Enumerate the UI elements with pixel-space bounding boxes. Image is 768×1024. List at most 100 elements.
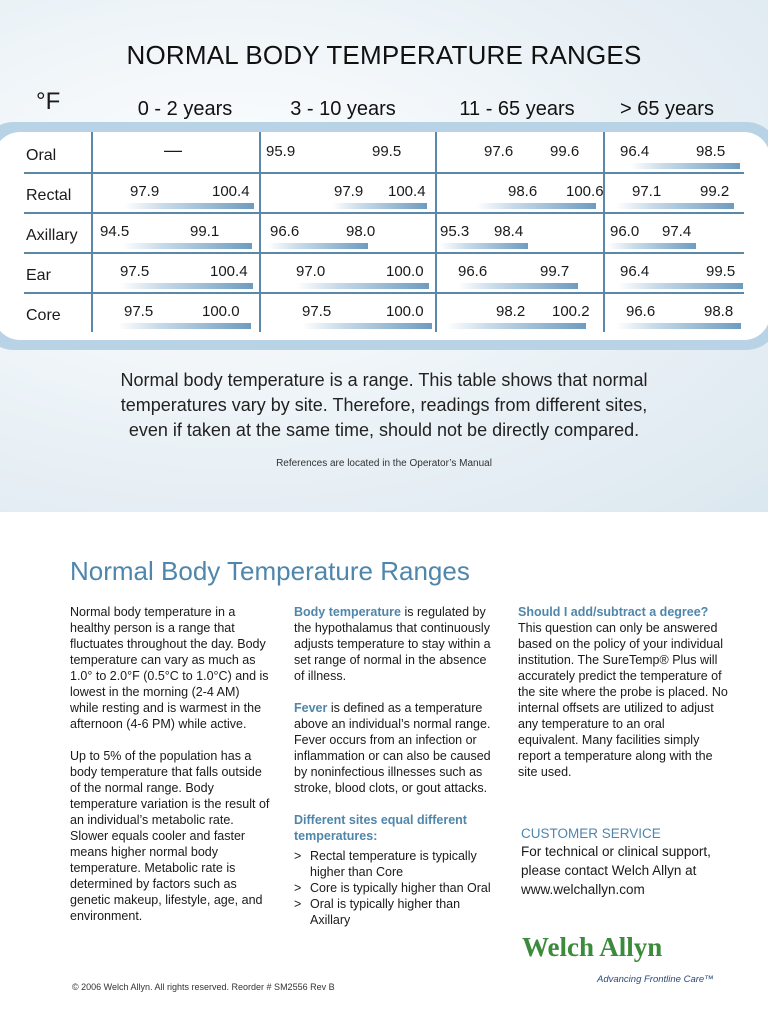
temperature-cell: 97.9 100.4 (262, 172, 433, 212)
customer-service-line: For technical or clinical support, (521, 844, 711, 859)
range-high: 100.2 (552, 303, 590, 320)
range-high: 100.4 (212, 183, 250, 200)
temperature-cell: 94.5 99.1 (94, 212, 257, 252)
range-low: 97.9 (130, 183, 160, 200)
row-label-core: Core (26, 307, 61, 324)
section-title: Normal Body Temperature Ranges (70, 556, 470, 586)
term-fever: Fever (294, 701, 328, 715)
temperature-cell: 97.1 99.2 (606, 172, 746, 212)
temperature-cell: 95.3 98.4 (438, 212, 601, 252)
range-high: 99.5 (706, 263, 736, 280)
list-item: > Rectal temperature is typically higher … (294, 849, 477, 879)
range-bar (332, 203, 427, 209)
range-bar (618, 283, 743, 289)
temperature-cell: 96.6 98.0 (262, 212, 433, 252)
age-group-0-2: 0 - 2 years (137, 98, 233, 120)
faq-answer: This question can only be answered based… (518, 621, 728, 779)
customer-service-heading: CUSTOMER SERVICE (521, 826, 661, 841)
table-grid: Oral — 95.9 99.5 97.6 99.6 96.4 98.5 Rectal 97.9 1… (0, 132, 768, 340)
temperature-cell: 97.0 100.0 (262, 252, 433, 292)
range-bar (446, 323, 586, 329)
temperature-cell: 95.9 99.5 (262, 132, 433, 172)
range-low: 97.9 (334, 183, 364, 200)
faq-heading: Should I add/subtract a degree? (518, 605, 709, 619)
range-high: 100.6 (566, 183, 604, 200)
column-faq: Should I add/subtract a degree? This que… (518, 604, 728, 780)
note-line: Normal body temperature is a range. This… (120, 370, 648, 390)
range-high: 100.4 (210, 263, 248, 280)
range-high: 100.0 (386, 263, 424, 280)
temperature-cell: 96.6 98.8 (606, 292, 746, 332)
list-item: > Oral is typically higher than Axillary (294, 897, 461, 927)
row-label-axillary: Axillary (26, 227, 78, 244)
column-overview: Normal body temperature in a healthy per… (70, 604, 270, 940)
tagline: Advancing Frontline Care™ (597, 974, 714, 985)
fever-paragraph: Fever is defined as a temperature above … (294, 701, 491, 795)
range-high: 99.1 (190, 223, 220, 240)
range-high: 97.4 (662, 223, 692, 240)
range-low: 96.4 (620, 263, 650, 280)
age-group-11-65: 11 - 65 years (459, 98, 575, 120)
range-high: 98.5 (696, 143, 726, 160)
range-bar (296, 283, 429, 289)
range-bar (302, 323, 432, 329)
copyright: © 2006 Welch Allyn. All rights reserved.… (72, 982, 335, 992)
range-high: 100.0 (386, 303, 424, 320)
temperature-cell: 96.0 97.4 (606, 212, 746, 252)
references-note: References are located in the Operator’s… (276, 458, 492, 469)
range-bar (616, 323, 741, 329)
row-label-ear: Ear (26, 267, 51, 284)
range-low: 98.2 (496, 303, 526, 320)
overview-paragraph: Up to 5% of the population has a body te… (70, 749, 270, 923)
range-high: 99.7 (540, 263, 570, 280)
sites-list: > Rectal temperature is typically higher … (294, 848, 499, 928)
range-low: 96.4 (620, 143, 650, 160)
overview-paragraph: Normal body temperature in a healthy per… (70, 605, 269, 731)
range-high: 100.0 (202, 303, 240, 320)
note-line: even if taken at the same time, should n… (128, 420, 640, 440)
range-bar (120, 283, 253, 289)
website-link[interactable]: www.welchallyn.com (521, 882, 645, 897)
customer-service: CUSTOMER SERVICE For technical or clinic… (521, 826, 751, 899)
age-group-3-10: 3 - 10 years (290, 98, 396, 120)
unit-label: °F (36, 88, 61, 115)
temperature-note: Normal body temperature is a range. This… (0, 368, 768, 443)
range-bar (630, 163, 740, 169)
range-high: 100.4 (388, 183, 426, 200)
welch-allyn-logo: Welch Allyn (522, 932, 663, 962)
range-bar (458, 283, 578, 289)
range-low: 95.9 (266, 143, 296, 160)
range-low: 96.6 (626, 303, 656, 320)
range-high: 99.2 (700, 183, 730, 200)
temperature-cell: 96.6 99.7 (438, 252, 601, 292)
range-high: 98.4 (494, 223, 524, 240)
page-title: NORMAL BODY TEMPERATURE RANGES (126, 40, 642, 70)
temperature-cell: 98.6 100.6 (438, 172, 604, 212)
range-bar (608, 243, 696, 249)
range-bar (122, 243, 252, 249)
range-high: 99.6 (550, 143, 580, 160)
range-low: 97.5 (302, 303, 332, 320)
range-bar (616, 203, 734, 209)
range-high: 98.8 (704, 303, 734, 320)
range-low: 96.6 (270, 223, 300, 240)
range-bar (440, 243, 528, 249)
temperature-cell: 98.2 100.2 (438, 292, 601, 332)
range-low: 96.6 (458, 263, 488, 280)
range-low: 97.5 (124, 303, 154, 320)
no-data-dash: — (164, 140, 182, 160)
range-bar (118, 323, 251, 329)
regulation-paragraph: Body temperature is regulated by the hyp… (294, 605, 491, 683)
age-group-over-65: > 65 years (620, 98, 714, 120)
term-body-temperature: Body temperature (294, 605, 401, 619)
range-high: 98.0 (346, 223, 376, 240)
temperature-table: Oral — 95.9 99.5 97.6 99.6 96.4 98.5 Rectal 97.9 1… (0, 122, 768, 350)
range-low: 97.6 (484, 143, 514, 160)
temperature-cell: — (94, 132, 257, 172)
range-low: 98.6 (508, 183, 538, 200)
range-low: 97.1 (632, 183, 662, 200)
range-low: 97.0 (296, 263, 326, 280)
temperature-cell: 96.4 99.5 (606, 252, 746, 292)
temperature-cell: 97.5 100.4 (94, 252, 257, 292)
range-low: 97.5 (120, 263, 150, 280)
